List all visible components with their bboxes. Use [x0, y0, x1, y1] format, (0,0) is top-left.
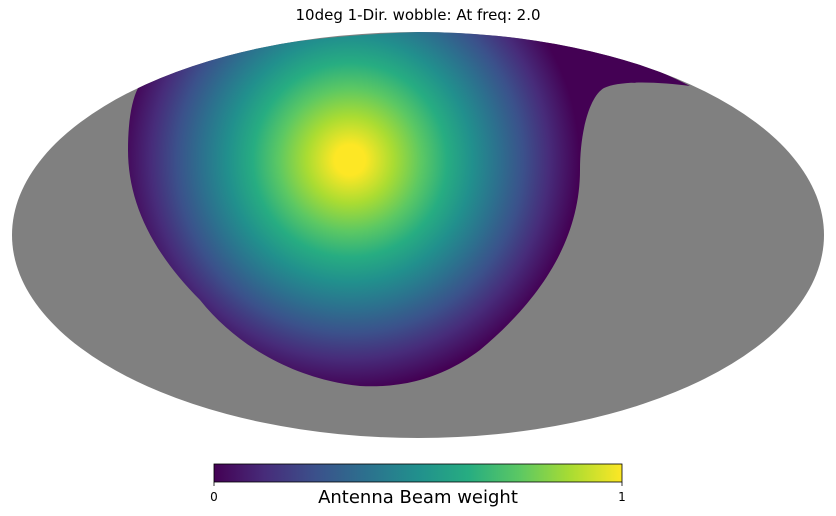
chart-title: 10deg 1-Dir. wobble: At freq: 2.0 [295, 6, 541, 24]
colorbar-label: Antenna Beam weight [318, 487, 518, 508]
colorbar [213, 463, 623, 483]
beam-coverage [128, 32, 690, 387]
colorbar-tick-label-min: 0 [210, 490, 218, 504]
colorbar-tick-label-max: 1 [618, 490, 626, 504]
